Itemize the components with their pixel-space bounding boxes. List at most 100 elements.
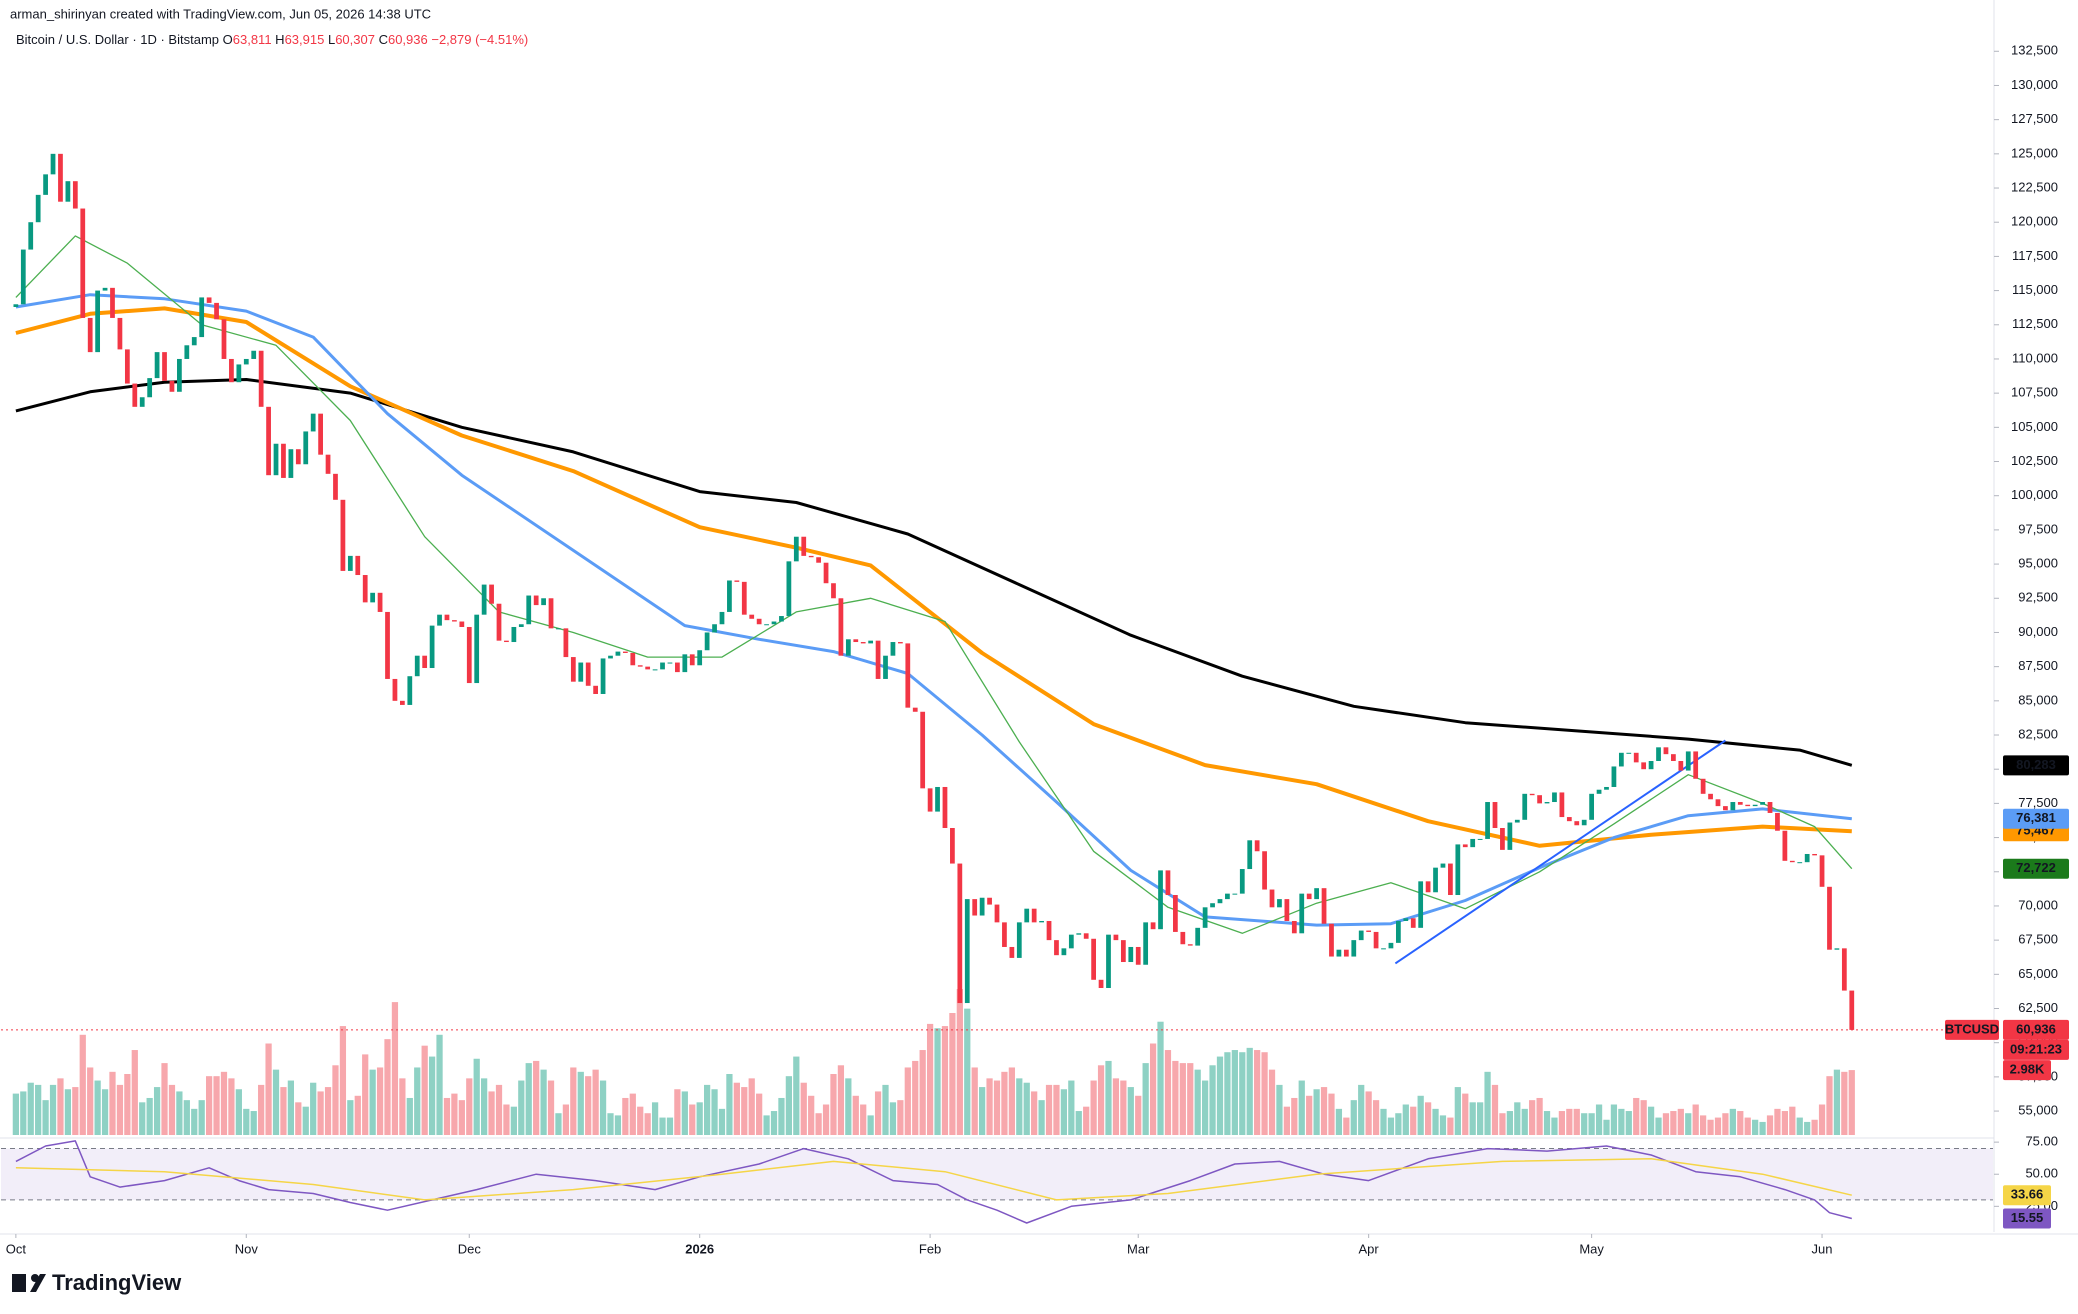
candle-body xyxy=(199,297,205,338)
candle-body xyxy=(719,611,725,625)
candle-body xyxy=(1566,817,1572,822)
candle-body xyxy=(58,153,63,202)
candle-body xyxy=(236,364,242,383)
candle-body xyxy=(229,358,234,383)
candle-body xyxy=(1054,940,1059,956)
candle-body xyxy=(1559,792,1565,818)
volume-bar xyxy=(1120,1080,1127,1135)
candle-body xyxy=(65,181,71,202)
candle-body xyxy=(221,319,227,359)
volume-bar xyxy=(919,1050,926,1135)
candle-body xyxy=(541,598,546,606)
candle-body xyxy=(1291,920,1297,934)
volume-bar xyxy=(458,1100,465,1135)
candle-body xyxy=(1031,908,1037,923)
candle-body xyxy=(1730,802,1736,811)
candle-body xyxy=(1537,795,1542,804)
volume-bar xyxy=(280,1087,287,1135)
candle-body xyxy=(1574,821,1580,826)
volume-bar xyxy=(1677,1108,1684,1135)
volume-bar xyxy=(79,1034,86,1135)
volume-bar xyxy=(1372,1100,1380,1135)
volume-bar xyxy=(213,1076,220,1135)
ma-last-label: 80,283 xyxy=(2016,757,2056,772)
candle-body xyxy=(652,669,658,671)
candle-body xyxy=(20,249,26,305)
candle-body xyxy=(474,614,480,684)
volume-bar xyxy=(577,1071,584,1135)
candle-body xyxy=(1061,948,1067,956)
volume-bar xyxy=(1083,1106,1090,1135)
volume-bar xyxy=(49,1084,57,1135)
volume-bar xyxy=(1201,1080,1209,1135)
candle-body xyxy=(28,222,34,250)
volume-bar xyxy=(1744,1117,1751,1135)
volume-bar xyxy=(124,1074,131,1135)
candle-body xyxy=(645,666,651,670)
candle-body xyxy=(630,652,636,666)
volume-bar xyxy=(116,1084,124,1135)
volume-bar xyxy=(295,1102,302,1135)
candle-body xyxy=(1165,870,1171,896)
candle-body xyxy=(251,350,257,359)
volume-bar xyxy=(57,1078,64,1135)
volume-bar xyxy=(436,1034,443,1135)
volume-bar xyxy=(64,1089,72,1135)
candle-body xyxy=(154,352,160,379)
volume-bar xyxy=(1536,1097,1543,1135)
volume-bar xyxy=(191,1108,198,1135)
volume-bar xyxy=(1417,1095,1424,1135)
volume-bar xyxy=(1105,1060,1112,1135)
candle-body xyxy=(1760,802,1765,805)
volume-bar xyxy=(1387,1117,1395,1135)
y-tick-label: 132,500 xyxy=(2011,43,2058,58)
candle-body xyxy=(1812,853,1817,856)
candle-body xyxy=(1068,934,1074,949)
volume-bar xyxy=(1737,1111,1744,1135)
volume-bar xyxy=(324,1087,332,1135)
candle-body xyxy=(1492,802,1498,829)
candle-body xyxy=(1723,806,1728,811)
volume-bar xyxy=(1462,1093,1469,1135)
candle-body xyxy=(875,640,881,679)
candle-body xyxy=(518,624,524,627)
volume-bar xyxy=(540,1069,547,1135)
candle-body xyxy=(779,616,784,622)
candle-body xyxy=(102,287,108,291)
volume-bar xyxy=(1343,1117,1350,1135)
volume-bar xyxy=(109,1071,116,1135)
candle-body xyxy=(1195,927,1201,946)
y-tick-label: 90,000 xyxy=(2018,624,2058,639)
candle-body xyxy=(533,595,539,606)
y-tick-label: 85,000 xyxy=(2018,692,2058,707)
candle-body xyxy=(303,431,309,465)
volume-bar xyxy=(1246,1047,1253,1135)
moving-average xyxy=(15,306,1852,848)
candle-body xyxy=(1485,802,1490,839)
candle-body xyxy=(1507,822,1513,850)
candle-body xyxy=(764,624,769,626)
candle-body xyxy=(1239,869,1245,894)
volume-bar xyxy=(614,1115,622,1135)
candle-body xyxy=(570,657,576,682)
volume-bar xyxy=(235,1089,242,1135)
volume-bar xyxy=(1254,1050,1261,1135)
candle-body xyxy=(1366,930,1372,932)
volume-bar xyxy=(1581,1113,1588,1135)
candle-body xyxy=(1715,799,1721,807)
brand: TradingView xyxy=(52,1270,182,1295)
volume-bar xyxy=(1164,1050,1172,1135)
candle-body xyxy=(845,639,851,656)
volume-bar xyxy=(874,1091,882,1135)
volume-bar xyxy=(941,1026,949,1135)
candle-body xyxy=(935,786,940,812)
candle-body xyxy=(1745,804,1751,807)
volume-bar xyxy=(979,1087,986,1135)
candle-body xyxy=(1210,903,1215,908)
volume-bar xyxy=(35,1084,42,1135)
candle-body xyxy=(318,413,323,455)
volume-bar xyxy=(1818,1104,1826,1135)
candle-body xyxy=(310,413,316,432)
volume-bar xyxy=(533,1060,540,1135)
volume-bar xyxy=(466,1078,473,1135)
